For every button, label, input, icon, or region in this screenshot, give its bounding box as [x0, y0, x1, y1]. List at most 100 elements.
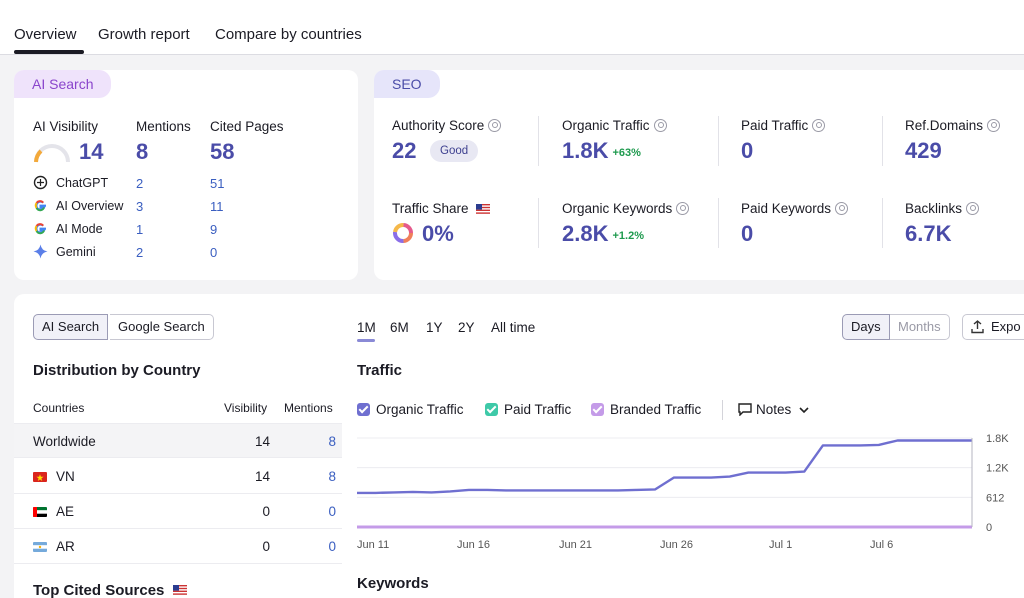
source-chatgpt-mentions: 2: [136, 176, 144, 191]
source-chatgpt-label: ChatGPT: [56, 176, 109, 190]
legend-branded-traffic[interactable]: Branded Traffic: [591, 402, 701, 417]
paid-keywords-value: 0: [741, 221, 754, 246]
backlinks-label: Backlinks: [905, 201, 980, 216]
ref-domains-label: Ref.Domains: [905, 118, 1001, 133]
ai-visibility-value: 14: [79, 139, 104, 164]
info-icon[interactable]: [835, 202, 849, 215]
x-tick-label: Jun 26: [660, 539, 693, 551]
legend-paid-traffic[interactable]: Paid Traffic: [485, 402, 571, 417]
info-icon[interactable]: [812, 119, 826, 132]
granularity-months[interactable]: Months: [890, 314, 950, 340]
mentions-value: 8: [136, 139, 149, 164]
mentions-value[interactable]: 0: [328, 504, 336, 519]
chatgpt-icon: [33, 175, 48, 190]
upload-icon: [971, 320, 984, 334]
organic-traffic-value: 1.8K +63%: [562, 138, 641, 163]
source-ai-overview-cited: 11: [210, 199, 224, 214]
ai-visibility-label: AI Visibility: [33, 119, 99, 134]
info-icon[interactable]: [987, 119, 1001, 132]
active-tab-indicator: [14, 50, 84, 54]
divider: [538, 198, 539, 248]
mentions-value[interactable]: 8: [328, 469, 336, 484]
divider: [538, 116, 539, 166]
chevron-down-icon: [799, 407, 809, 414]
top-cited-sources-title: Top Cited Sources: [33, 582, 187, 598]
legend-organic-traffic[interactable]: Organic Traffic: [357, 402, 464, 417]
info-icon[interactable]: [966, 202, 980, 215]
traffic-share-value: 0%: [422, 221, 454, 246]
traffic-chart: 1.8K 1.2K 612 0 Jun 11 Jun 16 Jun 21 Jun 26 Jul …: [357, 433, 1009, 551]
ar-flag-icon: [33, 542, 47, 552]
backlinks-value: 6.7K: [905, 221, 952, 246]
col-mentions: Mentions: [284, 401, 333, 415]
ref-domains-value: 429: [905, 138, 942, 163]
paid-keywords-label: Paid Keywords: [741, 201, 849, 216]
visibility-value: 14: [254, 469, 270, 484]
toggle-ai-search[interactable]: AI Search: [33, 314, 109, 340]
range-2y[interactable]: 2Y: [458, 320, 475, 335]
us-flag-icon: [172, 585, 187, 595]
range-1y[interactable]: 1Y: [426, 320, 443, 335]
organic-keywords-label: Organic Keywords: [562, 201, 690, 216]
mentions-value[interactable]: 0: [328, 539, 336, 554]
mentions-label: Mentions: [136, 119, 191, 134]
divider: [722, 400, 723, 420]
country-name: Worldwide: [33, 434, 96, 449]
cited-pages-value: 58: [210, 139, 235, 164]
divider: [718, 116, 719, 166]
info-icon[interactable]: [676, 202, 690, 215]
cited-pages-label: Cited Pages: [210, 119, 284, 134]
country-name: VN: [56, 469, 75, 484]
source-ai-mode-cited: 9: [210, 222, 218, 237]
country-name: AE: [56, 504, 75, 519]
export-button[interactable]: Expo: [962, 314, 1024, 340]
source-gemini-label: Gemini: [56, 245, 96, 259]
mentions-value[interactable]: 8: [328, 434, 336, 449]
tab-compare-by-countries[interactable]: Compare by countries: [215, 26, 362, 43]
table-row[interactable]: AR 0 0: [14, 529, 342, 564]
visibility-gauge: [34, 144, 70, 163]
divider: [718, 198, 719, 248]
range-indicator: [357, 339, 375, 342]
google-icon: [34, 200, 46, 212]
visibility-value: 14: [254, 434, 270, 449]
granularity-days[interactable]: Days: [842, 314, 890, 340]
seo-tag: SEO: [374, 70, 440, 98]
table-row[interactable]: VN 14 8: [14, 459, 342, 494]
x-tick-label: Jun 21: [559, 539, 592, 551]
tab-growth-report[interactable]: Growth report: [98, 26, 190, 43]
visibility-value: 0: [262, 539, 270, 554]
us-flag-icon: [476, 204, 491, 214]
notes-dropdown[interactable]: Notes: [738, 402, 809, 417]
organic-traffic-label: Organic Traffic: [562, 118, 667, 133]
gemini-icon: [33, 244, 48, 259]
toggle-google-search[interactable]: Google Search: [110, 314, 214, 340]
table-row[interactable]: AE 0 0: [14, 494, 342, 529]
organic-keywords-value: 2.8K +1.2%: [562, 221, 644, 246]
paid-traffic-label: Paid Traffic: [741, 118, 826, 133]
visibility-value: 0: [262, 504, 270, 519]
info-icon[interactable]: [488, 119, 502, 132]
y-tick-label: 1.8K: [986, 433, 1009, 445]
range-6m[interactable]: 6M: [390, 320, 409, 335]
divider: [882, 116, 883, 166]
table-row[interactable]: Worldwide 14 8: [14, 423, 342, 458]
google-icon: [34, 223, 46, 235]
ai-search-card: AI Search AI Visibility Mentions Cited P…: [14, 70, 358, 280]
authority-score-value: 22: [392, 138, 417, 163]
seo-card: SEO Authority Score 22 Good Organic Traf…: [374, 70, 1024, 280]
col-countries: Countries: [33, 401, 85, 415]
x-tick-label: Jun 16: [457, 539, 490, 551]
source-ai-mode-mentions: 1: [136, 222, 144, 237]
series-line-organic-traffic: [357, 439, 972, 495]
divider: [882, 198, 883, 248]
range-all-time[interactable]: All time: [491, 320, 536, 335]
checkbox-icon[interactable]: [357, 403, 370, 416]
checkbox-icon[interactable]: [485, 403, 498, 416]
tab-overview[interactable]: Overview: [14, 26, 77, 43]
checkbox-icon[interactable]: [591, 403, 604, 416]
range-1m[interactable]: 1M: [357, 320, 376, 335]
info-icon[interactable]: [653, 119, 667, 132]
distribution-title: Distribution by Country: [33, 362, 201, 379]
organic-traffic-delta: +63%: [612, 147, 641, 159]
